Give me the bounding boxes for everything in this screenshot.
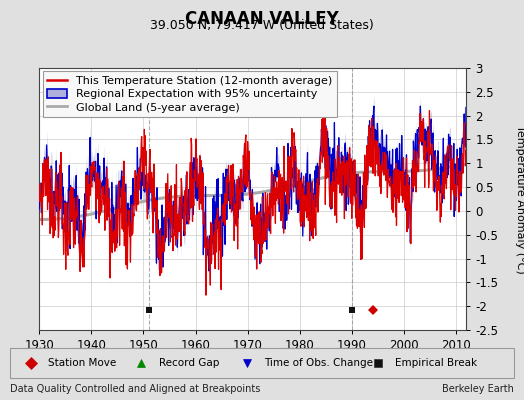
Text: 39.050 N, 79.417 W (United States): 39.050 N, 79.417 W (United States) bbox=[150, 19, 374, 32]
Text: Time of Obs. Change: Time of Obs. Change bbox=[265, 358, 374, 368]
Text: Empirical Break: Empirical Break bbox=[395, 358, 477, 368]
Text: Berkeley Earth: Berkeley Earth bbox=[442, 384, 514, 394]
Text: CANAAN VALLEY: CANAAN VALLEY bbox=[185, 10, 339, 28]
Y-axis label: Temperature Anomaly (°C): Temperature Anomaly (°C) bbox=[515, 125, 524, 273]
Text: Station Move: Station Move bbox=[48, 358, 116, 368]
Text: Data Quality Controlled and Aligned at Breakpoints: Data Quality Controlled and Aligned at B… bbox=[10, 384, 261, 394]
Text: Record Gap: Record Gap bbox=[159, 358, 219, 368]
Legend: This Temperature Station (12-month average), Regional Expectation with 95% uncer: This Temperature Station (12-month avera… bbox=[42, 71, 336, 117]
